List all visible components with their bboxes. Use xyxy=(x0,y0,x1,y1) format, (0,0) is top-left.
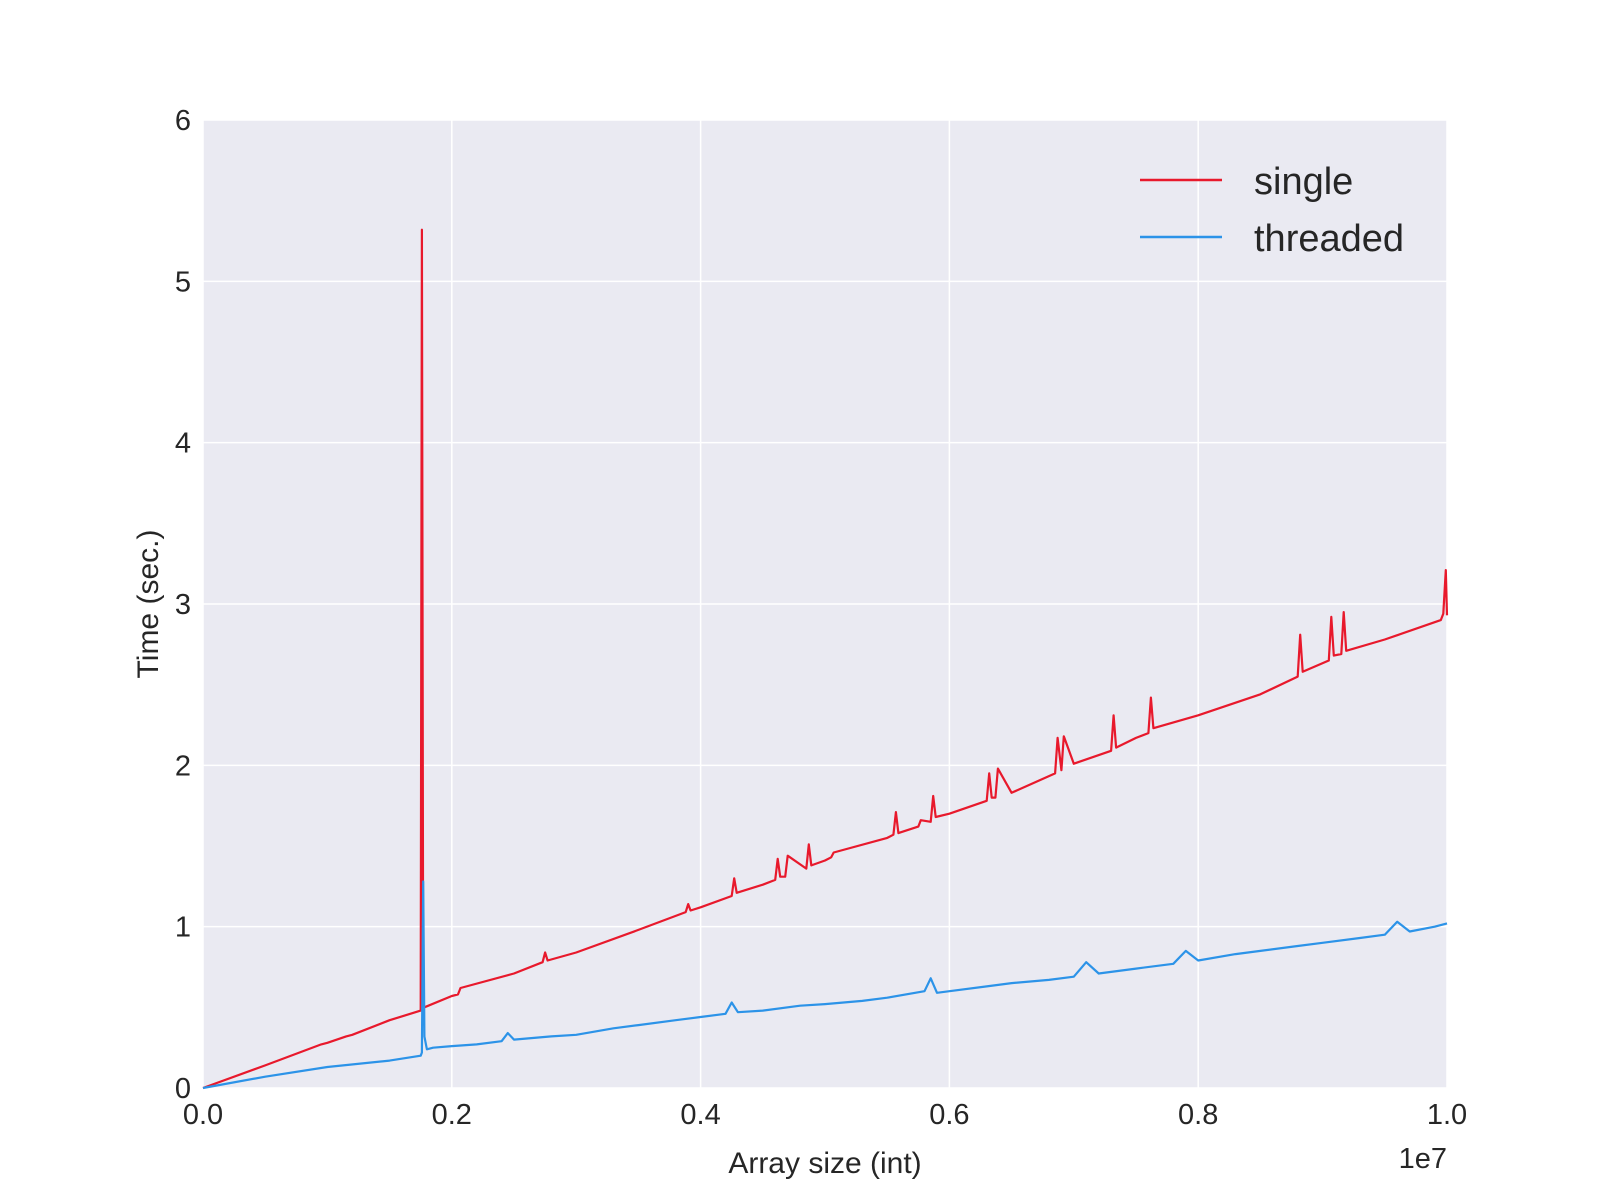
x-tick-label: 0.8 xyxy=(1178,1099,1218,1131)
y-tick-label: 2 xyxy=(175,750,191,782)
legend: single threaded xyxy=(1140,161,1404,260)
y-tick-label: 1 xyxy=(175,912,191,944)
x-tick-label: 1.0 xyxy=(1427,1099,1467,1131)
series-line-single xyxy=(202,228,1449,1090)
legend-label-threaded: threaded xyxy=(1254,218,1404,260)
series-line-threaded xyxy=(202,880,1448,1090)
x-tick-label: 0.0 xyxy=(183,1099,223,1131)
y-axis-label: Time (sec.) xyxy=(132,530,165,679)
x-tick-label: 0.6 xyxy=(929,1099,969,1131)
x-tick-label: 0.2 xyxy=(432,1099,472,1131)
grid xyxy=(202,119,1448,1089)
x-tick-label: 0.4 xyxy=(680,1099,720,1131)
x-axis-label: Array size (int) xyxy=(728,1147,921,1180)
y-tick-label: 0 xyxy=(175,1073,191,1105)
x-offset-label: 1e7 xyxy=(1399,1143,1447,1175)
series-layer xyxy=(202,228,1449,1090)
y-tick-label: 5 xyxy=(175,266,191,298)
legend-label-single: single xyxy=(1254,161,1353,203)
tick-labels: 0.0 0.2 0.4 0.6 0.8 1.0 0 1 2 3 4 5 6 xyxy=(175,105,1467,1131)
y-tick-label: 6 xyxy=(175,105,191,137)
y-tick-label: 3 xyxy=(175,589,191,621)
y-tick-label: 4 xyxy=(175,428,191,460)
